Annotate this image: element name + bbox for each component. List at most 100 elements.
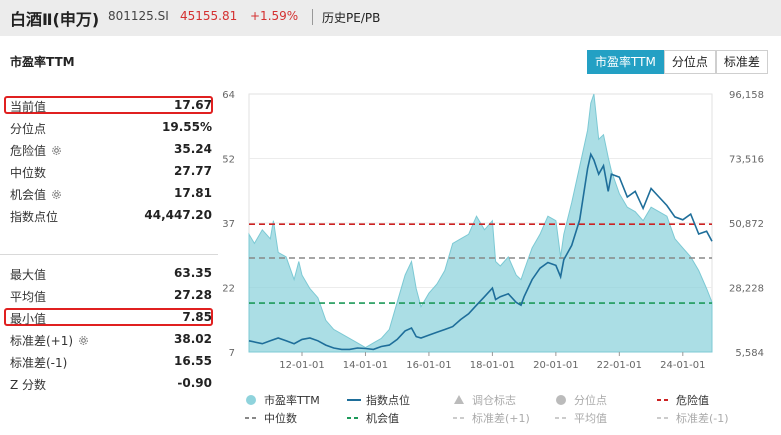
- stat-row: 当前值 17.67: [10, 96, 212, 116]
- stat-row: 标准差(+1) 38.02: [10, 330, 212, 350]
- y-right-tick: 28,228: [729, 284, 764, 295]
- stat-label-text: 平均值: [10, 290, 47, 304]
- stat-label: 标准差(-1): [10, 354, 67, 371]
- legend-label: 标准差(+1): [472, 411, 530, 425]
- stat-value: 35.24: [174, 142, 212, 156]
- legend-dot-icon: [556, 395, 566, 405]
- stat-row: 指数点位 44,447.20: [10, 206, 212, 226]
- legend-item[interactable]: 标准差(+1): [453, 411, 530, 425]
- x-tick-label: 20-01-01: [533, 360, 578, 371]
- legend-label: 调仓标志: [472, 393, 516, 407]
- legend-label: 机会值: [366, 411, 399, 425]
- legend-label: 分位点: [574, 393, 607, 407]
- stat-label-text: 分位点: [10, 122, 47, 136]
- stat-row: 标准差(-1) 16.55: [10, 352, 212, 372]
- legend-item[interactable]: 调仓标志: [454, 393, 516, 407]
- legend-label: 平均值: [574, 412, 607, 425]
- stat-label: Z 分数: [10, 376, 46, 393]
- tab-0[interactable]: 市盈率TTM: [587, 50, 664, 74]
- stat-label-text: 中位数: [10, 166, 47, 180]
- legend-item[interactable]: 中位数: [245, 411, 297, 425]
- tab-1[interactable]: 分位点: [663, 50, 716, 74]
- stat-label: 指数点位: [10, 208, 58, 225]
- x-tick-label: 16-01-01: [406, 360, 451, 371]
- stat-row: 分位点 19.55%: [10, 118, 212, 138]
- settings-gear-icon[interactable]: [51, 145, 62, 156]
- stat-label-text: Z 分数: [10, 378, 47, 392]
- stat-row: 机会值 17.81: [10, 184, 212, 204]
- legend-item[interactable]: 机会值: [347, 411, 399, 425]
- stat-label: 中位数: [10, 164, 46, 181]
- highlight-box: [4, 96, 213, 114]
- legend-triangle-icon: [454, 395, 464, 404]
- index-line-series: [248, 152, 713, 351]
- stat-label-text: 当前值: [10, 100, 47, 114]
- index-code: 801125.SI: [108, 9, 169, 23]
- stat-value: 38.02: [174, 332, 212, 346]
- stat-value: 27.77: [174, 164, 212, 178]
- chart-tabs: 市盈率TTM 分位点 标准差: [587, 50, 768, 74]
- stat-label-text: 机会值: [10, 188, 47, 202]
- y-left-tick: 37: [222, 219, 235, 230]
- stat-row: Z 分数 -0.90: [10, 374, 212, 394]
- stat-value: -0.90: [177, 376, 212, 390]
- stat-label-text: 标准差(+1): [10, 334, 74, 348]
- index-title: 白酒Ⅱ(申万): [10, 10, 100, 29]
- legend-label: 指数点位: [366, 393, 410, 407]
- stat-row: 最大值 63.35: [10, 264, 212, 284]
- stat-label-text: 最小值: [10, 312, 47, 326]
- y-left-tick: 64: [222, 90, 235, 101]
- settings-gear-icon[interactable]: [78, 335, 89, 346]
- history-pe-pb-link[interactable]: 历史PE/PB: [322, 11, 381, 25]
- stat-value: 44,447.20: [144, 208, 212, 222]
- stats-divider: [0, 254, 218, 255]
- legend-item[interactable]: 指数点位: [347, 393, 410, 407]
- header-divider: [312, 9, 313, 25]
- legend-label: 中位数: [264, 411, 297, 425]
- legend-item[interactable]: 危险值: [657, 393, 709, 407]
- x-tick-label: 12-01-01: [279, 360, 324, 371]
- stat-value: 19.55%: [162, 120, 212, 134]
- stat-label: 标准差(+1): [10, 332, 89, 349]
- stat-label: 当前值: [10, 98, 46, 115]
- legend-dot-icon: [246, 395, 256, 405]
- header-bar: 白酒Ⅱ(申万) 801125.SI 45155.81 +1.59% 历史PE/P…: [0, 0, 781, 36]
- stat-label-text: 指数点位: [10, 210, 59, 224]
- stat-value: 27.28: [174, 288, 212, 302]
- legend-item[interactable]: 市盈率TTM: [246, 393, 320, 407]
- stat-value: 17.81: [174, 186, 212, 200]
- stat-value: 16.55: [174, 354, 212, 368]
- stat-label: 最大值: [10, 266, 46, 283]
- legend-label: 市盈率TTM: [264, 393, 320, 407]
- y-right-tick: 73,516: [729, 155, 764, 166]
- y-right-tick: 96,158: [729, 90, 764, 101]
- pe-area-series: [248, 93, 713, 353]
- highlight-box: [4, 308, 213, 326]
- tab-2[interactable]: 标准差: [715, 50, 768, 74]
- index-change: +1.59%: [250, 9, 299, 23]
- stat-value: 7.85: [182, 310, 212, 324]
- y-right-tick: 5,584: [735, 348, 764, 359]
- y-left-tick: 52: [222, 155, 235, 166]
- legend-item[interactable]: 标准差(-1): [657, 411, 729, 425]
- legend-item[interactable]: 分位点: [556, 393, 607, 407]
- stat-label: 危险值: [10, 142, 62, 159]
- settings-gear-icon[interactable]: [51, 189, 62, 200]
- section-title: 市盈率TTM: [10, 55, 75, 69]
- stat-label-text: 危险值: [10, 144, 47, 158]
- legend-item[interactable]: 平均值: [555, 412, 607, 425]
- legend-label: 危险值: [676, 393, 709, 407]
- y-left-tick: 7: [229, 348, 235, 359]
- x-tick-label: 14-01-01: [343, 360, 388, 371]
- stat-label: 机会值: [10, 186, 62, 203]
- stat-label: 分位点: [10, 120, 46, 137]
- stat-row: 中位数 27.77: [10, 162, 212, 182]
- y-right-tick: 50,872: [729, 219, 764, 230]
- stat-label-text: 最大值: [10, 268, 47, 282]
- stat-label: 最小值: [10, 310, 46, 327]
- stat-label-text: 标准差(-1): [10, 356, 68, 370]
- index-price: 45155.81: [180, 9, 238, 23]
- stat-value: 17.67: [174, 98, 212, 112]
- x-tick-label: 18-01-01: [470, 360, 515, 371]
